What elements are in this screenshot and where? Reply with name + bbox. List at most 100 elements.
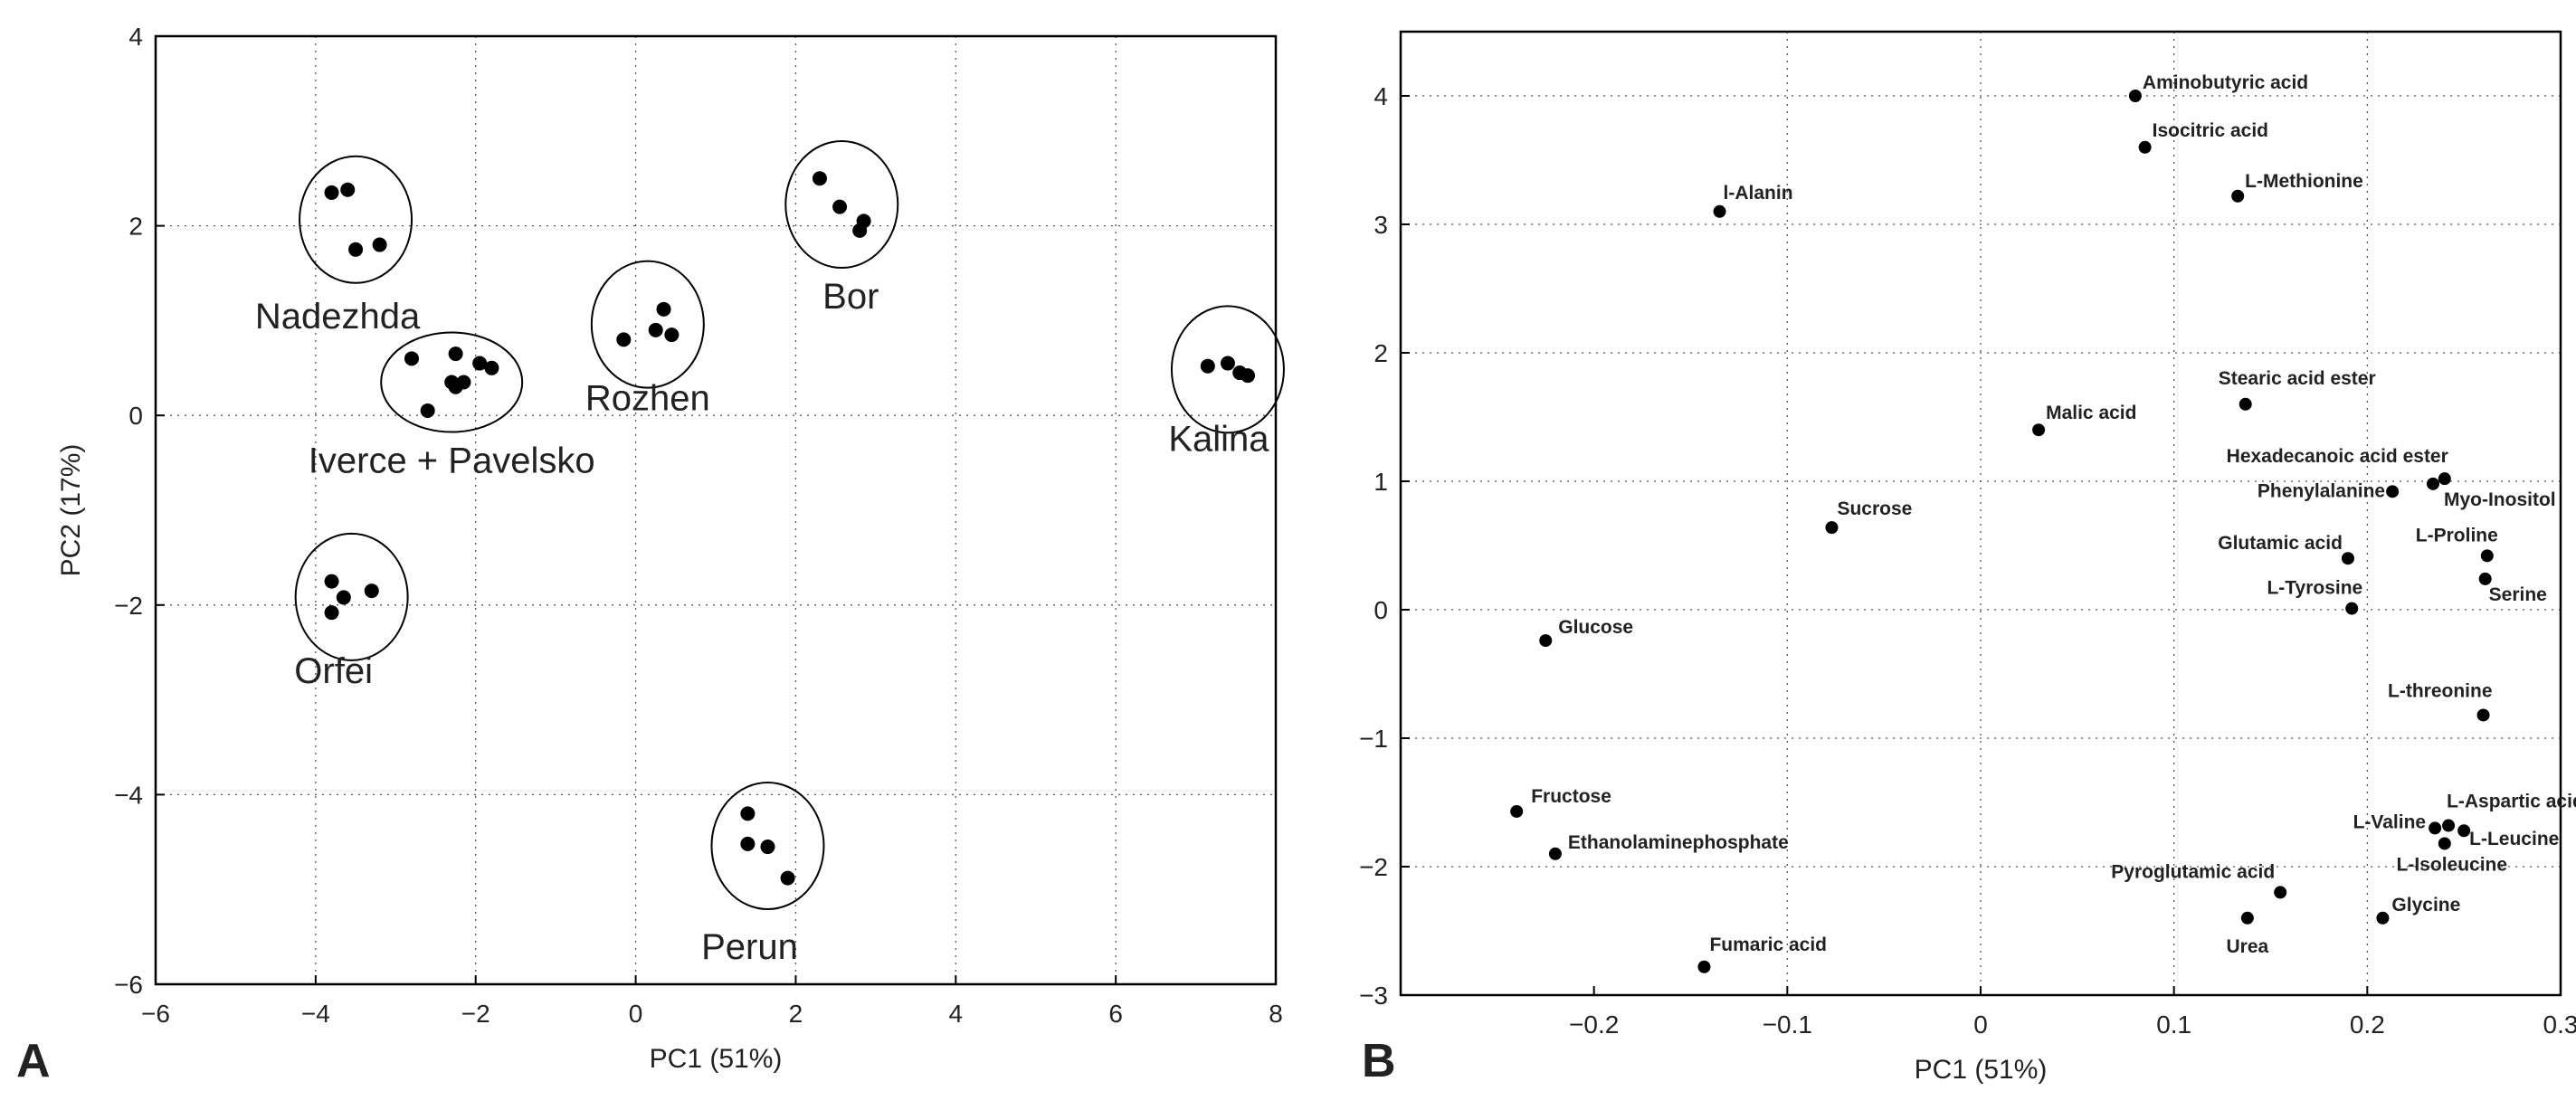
loading-point (1697, 960, 1711, 973)
scores-xtick-label: −4 (301, 1000, 330, 1028)
loading-point (1825, 521, 1839, 535)
score-point (1220, 356, 1235, 371)
loading-point-label: Isocitric acid (2153, 120, 2268, 141)
loading-point-label: Ethanolaminephosphate (1568, 832, 1789, 853)
loading-point-label: L-Isoleucine (2397, 854, 2508, 875)
loading-point (2386, 485, 2400, 498)
scores-ytick-label: 4 (128, 23, 143, 51)
loading-point-label: Urea (2227, 936, 2269, 957)
loadings-ytick-label: 1 (1374, 468, 1388, 496)
scores-xtick-label: −2 (461, 1000, 490, 1028)
loadings-ytick-label: −2 (1359, 853, 1388, 881)
pca-scores-chart: −6 −4 −2 0 2 4 6 8 −6 −4 −2 0 2 4 PC1 (51%) PC2 (17%) Na… (56, 23, 1285, 1074)
score-point (472, 356, 488, 371)
scores-ytick-label: −4 (114, 781, 143, 809)
loading-point-label: Fumaric acid (1709, 934, 1827, 955)
group-circle (590, 260, 705, 389)
scores-xtick-label: 6 (1108, 1000, 1123, 1028)
scores-xtick-label: 4 (948, 1000, 963, 1028)
loading-point-label: L-Valine (2353, 811, 2427, 832)
score-point (656, 301, 671, 317)
loading-point (2480, 549, 2494, 563)
loading-point (2128, 90, 2142, 102)
group-label: Rozhen (585, 379, 710, 419)
score-point (664, 327, 680, 343)
scores-xtick-label: 8 (1269, 1000, 1283, 1028)
loadings-xtick-label: 0.1 (2156, 1010, 2191, 1039)
loading-point-label: L-Tyrosine (2267, 578, 2362, 599)
scores-y-axis-label: PC2 (17%) (56, 444, 86, 577)
score-point (340, 182, 356, 197)
score-point (420, 403, 435, 418)
loading-point (2438, 837, 2451, 850)
score-point (364, 583, 379, 599)
loading-point-label: Glucose (1558, 617, 1633, 638)
scores-x-axis-label: PC1 (51%) (650, 1044, 783, 1074)
score-point (484, 360, 499, 375)
loading-point (2239, 397, 2252, 411)
loading-point-label: Fructose (1531, 786, 1611, 807)
loading-point (2429, 821, 2442, 835)
score-point (812, 171, 827, 186)
group-circle (294, 532, 409, 661)
loading-point (2476, 708, 2490, 722)
score-point (456, 375, 471, 390)
score-point (324, 574, 339, 589)
score-point (780, 870, 795, 886)
loadings-ytick-label: 3 (1374, 211, 1388, 239)
group-label: Kalina (1168, 419, 1269, 459)
loadings-xtick-label: 0 (1973, 1010, 1988, 1039)
score-point (760, 840, 775, 855)
loading-point-label: L-Methionine (2245, 171, 2363, 192)
score-point (404, 351, 419, 366)
loadings-ytick-label: 0 (1374, 596, 1388, 624)
score-point (372, 237, 387, 252)
loadings-plot-frame (1399, 30, 2562, 997)
loading-point-label: L-Leucine (2469, 829, 2559, 849)
loading-point (1539, 634, 1553, 648)
loadings-ytick-label: −1 (1359, 725, 1388, 753)
loading-point-label: Malic acid (2046, 403, 2136, 423)
scores-plot-frame (154, 34, 1278, 986)
loading-point (1548, 847, 1562, 860)
score-point (852, 223, 868, 238)
score-point (348, 242, 364, 257)
score-point (740, 836, 756, 851)
loading-point (2341, 552, 2354, 565)
loadings-ytick-label: 4 (1374, 82, 1388, 110)
loading-point-label: l-Alanin (1724, 183, 1793, 204)
loading-point (2376, 911, 2390, 925)
loadings-xtick-label: 0.3 (2543, 1010, 2576, 1039)
group-circle (299, 155, 413, 284)
loading-point-label: L-threonine (2388, 680, 2493, 701)
score-point (444, 375, 460, 390)
group-label: Iverce + Pavelsko (309, 441, 595, 481)
scores-ytick-label: −2 (114, 592, 143, 620)
group-circle (1170, 305, 1285, 434)
score-point (324, 605, 339, 621)
loading-point-label: Myo-Inositol (2444, 489, 2556, 510)
group-label: Perun (701, 927, 798, 967)
group-circle (380, 331, 524, 433)
loading-point-label: Sucrose (1837, 498, 1912, 519)
scores-xtick-label: −6 (141, 1000, 170, 1028)
score-point (832, 199, 848, 214)
score-point (324, 185, 339, 200)
scores-xtick-label: 2 (789, 1000, 803, 1028)
loading-point (1510, 804, 1524, 818)
loading-point (2231, 189, 2245, 203)
score-point (616, 332, 632, 347)
score-point (1200, 358, 1215, 374)
loadings-xtick-label: −0.2 (1569, 1010, 1619, 1039)
loading-point (1713, 204, 1726, 218)
loadings-x-axis-label: PC1 (51%) (1915, 1055, 2048, 1085)
score-point (336, 590, 351, 605)
loading-point (2478, 572, 2492, 585)
group-label: Bor (822, 277, 879, 317)
loading-point (2032, 423, 2046, 437)
loading-point (2274, 886, 2287, 899)
loading-point-label: Glutamic acid (2218, 533, 2343, 554)
scores-ytick-label: −6 (114, 971, 143, 999)
group-circle (784, 140, 899, 270)
